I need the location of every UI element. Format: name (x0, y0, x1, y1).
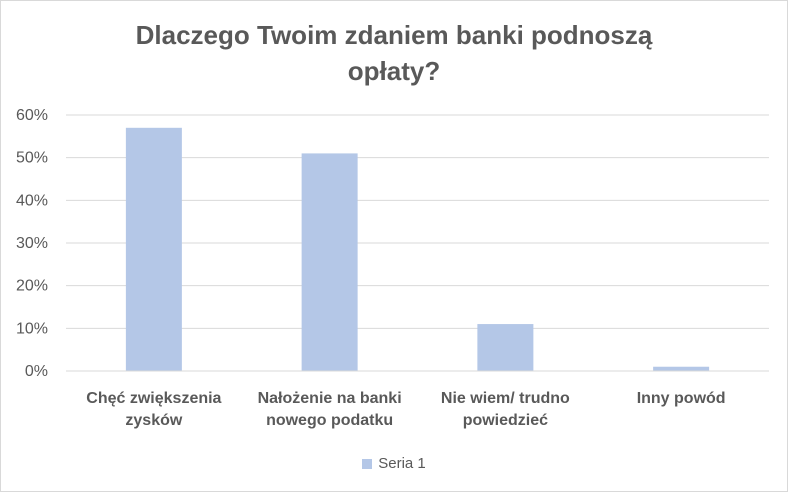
x-category-label: Chęć zwiększenia zysków (86, 390, 221, 429)
chart-title: Dlaczego Twoim zdaniem banki podnoszą op… (1, 17, 787, 89)
chart-title-line-2: opłaty? (347, 56, 441, 86)
bar (477, 324, 534, 371)
legend-swatch (362, 458, 373, 469)
y-tick-label: 20% (16, 278, 48, 295)
y-tick-label: 10% (16, 320, 48, 337)
x-category-label: Inny powód (637, 390, 726, 407)
bar (653, 366, 710, 371)
y-tick-label: 0% (25, 363, 48, 380)
chart-title-line-1: Dlaczego Twoim zdaniem banki podnoszą (135, 20, 653, 50)
x-category-label: Nałożenie na banki nowego podatku (258, 390, 402, 429)
y-tick-label: 60% (16, 107, 48, 124)
y-tick-label: 50% (16, 150, 48, 167)
legend-label: Seria 1 (378, 455, 426, 472)
legend: Seria 1 (1, 455, 787, 472)
y-tick-label: 30% (16, 235, 48, 252)
bar (301, 153, 358, 371)
x-category-label: Nie wiem/ trudno powiedzieć (441, 390, 570, 429)
y-tick-label: 40% (16, 192, 48, 209)
bar (125, 127, 182, 371)
